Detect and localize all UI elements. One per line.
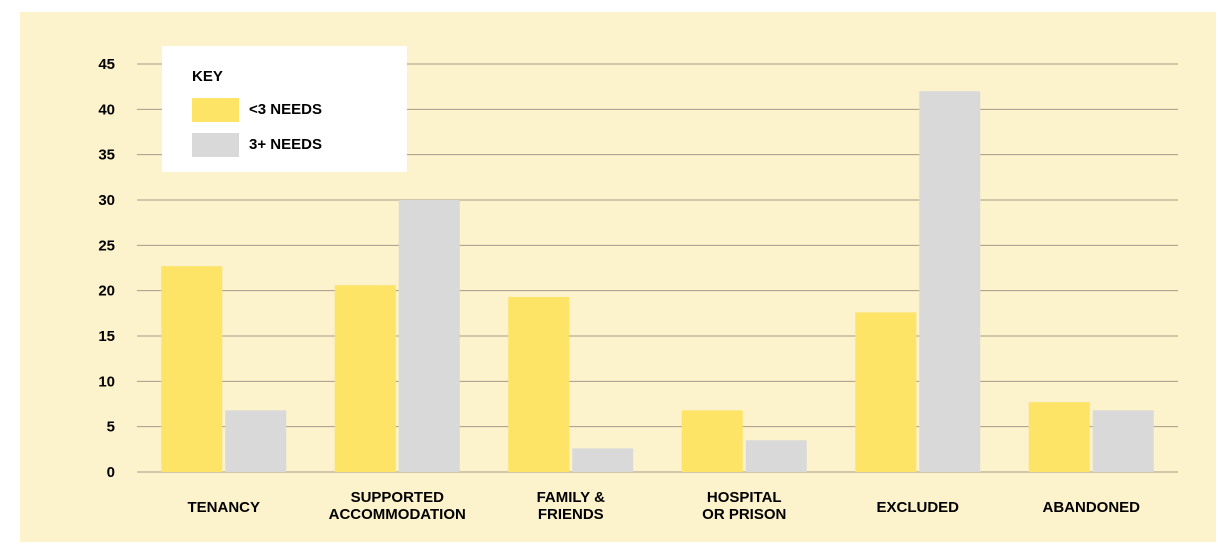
legend-swatch-3plus (192, 133, 239, 157)
bar-3plus (225, 410, 287, 472)
x-category-label: ABANDONED (1043, 499, 1141, 516)
bar-3plus (1092, 410, 1154, 472)
y-tick-label: 45 (98, 56, 115, 73)
bar-3plus (572, 448, 634, 472)
bar-under3 (334, 285, 396, 472)
x-category-label: SUPPORTED ACCOMMODATION (329, 489, 466, 523)
y-tick-label: 30 (98, 192, 115, 209)
legend-title: KEY (192, 68, 223, 85)
bar-3plus (745, 440, 807, 472)
y-tick-label: 15 (98, 328, 115, 345)
x-category-label: FAMILY & FRIENDS (537, 489, 606, 523)
bar-under3 (508, 297, 570, 472)
bar-3plus (919, 91, 981, 472)
bar-under3 (161, 266, 223, 472)
legend: KEY <3 NEEDS 3+ NEEDS (162, 46, 407, 172)
bar-3plus (398, 200, 460, 472)
y-tick-label: 40 (98, 101, 115, 118)
x-category-label: HOSPITAL OR PRISON (702, 489, 786, 523)
bar-under3 (1028, 402, 1090, 472)
y-tick-label: 35 (98, 147, 115, 164)
bar-under3 (681, 410, 743, 472)
y-tick-label: 0 (107, 464, 115, 481)
legend-swatch-under3 (192, 98, 239, 122)
x-category-label: TENANCY (187, 499, 260, 516)
y-tick-label: 10 (98, 373, 115, 390)
y-tick-label: 20 (98, 283, 115, 300)
y-tick-label: 25 (98, 237, 115, 254)
bar-under3 (855, 312, 917, 472)
y-tick-label: 5 (107, 419, 115, 436)
bar-chart: 0 5 10 15 20 25 30 35 40 45 TENANCY SUPPORTED ACCOMM… (98, 56, 1178, 523)
legend-label-3plus: 3+ NEEDS (249, 136, 322, 153)
chart-panel: 0 5 10 15 20 25 30 35 40 45 TENANCY SUPPORTED ACCOMM… (20, 12, 1216, 542)
x-category-label: EXCLUDED (876, 499, 959, 516)
legend-label-under3: <3 NEEDS (249, 101, 322, 118)
